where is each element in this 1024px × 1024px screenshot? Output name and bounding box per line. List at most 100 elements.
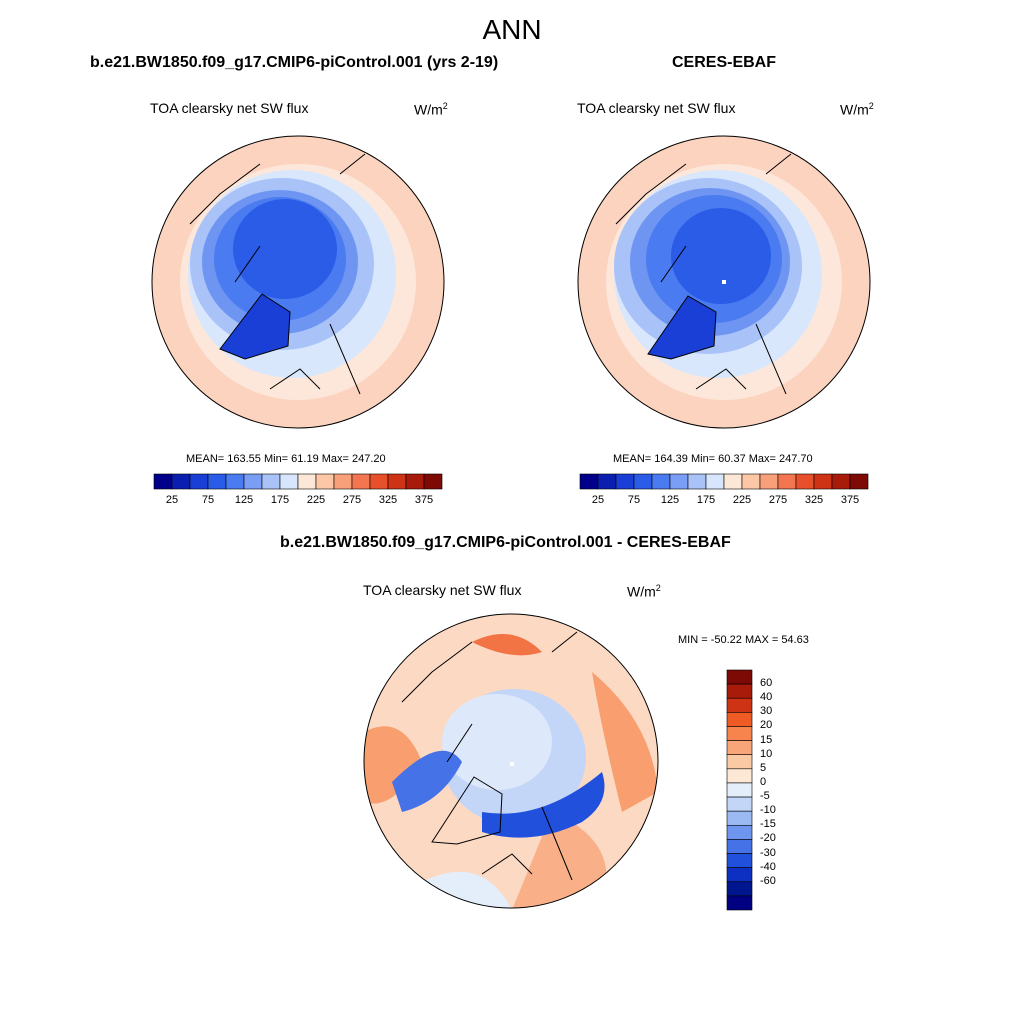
diff-colorbar-ticks: 60 40 30 20 15 10 5 0 -5 -10 -15 -20 -30 -40 -60	[760, 670, 800, 910]
diff-colorbar	[726, 669, 753, 911]
panel-2-stats: MEAN= 164.39 Min= 60.37 Max= 247.70	[613, 453, 813, 465]
panel-2-colorbar-tick-label: 275	[768, 494, 788, 506]
panel-1-colorbar-swatch	[351, 473, 371, 490]
diff-units: W/m2	[627, 583, 661, 600]
diff-colorbar-swatch	[726, 796, 753, 812]
diff-colorbar-tick-label: 20	[760, 719, 773, 732]
panel-1-title: b.e21.BW1850.f09_g17.CMIP6-piControl.001…	[90, 54, 499, 71]
diff-colorbar-swatch	[726, 754, 753, 770]
diff-colorbar-tick-label: 15	[760, 733, 773, 746]
panel-1-colorbar-swatch	[189, 473, 209, 490]
diff-colorbar-tick-label: 40	[760, 691, 773, 704]
panel-2-title: CERES-EBAF	[672, 54, 777, 71]
diff-colorbar-swatch	[726, 782, 753, 798]
diff-colorbar-swatch	[726, 839, 753, 854]
panel-1-variable-label: TOA clearsky net SW flux	[150, 100, 309, 116]
panel-1-units: W/m2	[414, 101, 448, 118]
diff-colorbar-tick-label: -5	[760, 790, 770, 803]
panel-1-colorbar-tick-label: 225	[306, 494, 326, 506]
diff-colorbar-tick-label: -15	[760, 818, 776, 831]
panel-1-colorbar-swatch	[405, 473, 425, 490]
diff-colorbar-tick-label: 0	[760, 775, 767, 788]
diff-colorbar-swatch	[726, 768, 753, 784]
diff-colorbar-tick-label: -20	[760, 832, 776, 845]
diff-colorbar-swatch	[726, 740, 753, 756]
diff-colorbar-swatch	[726, 697, 753, 713]
panel-1-colorbar-tick-label: 175	[270, 494, 290, 506]
panel-1-colorbar-tick-label: 75	[201, 494, 215, 506]
diff-colorbar-tick-label: 60	[760, 677, 773, 690]
diff-colorbar-tick-label: -60	[760, 874, 776, 887]
panel-1-colorbar-ticks: 25 75 125 175 225 275 325 375	[154, 494, 442, 508]
diff-colorbar-swatch	[726, 712, 753, 727]
panel-2-colorbar-tick-label: 225	[732, 494, 752, 506]
panel-2-colorbar-swatch	[651, 473, 671, 490]
panel-1-colorbar-swatch	[243, 473, 263, 490]
panel-1-colorbar-tick-label: 275	[342, 494, 362, 506]
diff-colorbar-tick-label: -30	[760, 846, 776, 859]
diff-colorbar-swatch	[726, 726, 753, 741]
diff-colorbar-tick-label: -10	[760, 804, 776, 817]
diff-colorbar-swatch	[726, 683, 753, 699]
panel-2-colorbar-swatch	[705, 473, 725, 490]
panel-2-colorbar-swatch	[777, 473, 797, 490]
panel-2-colorbar-tick-label: 375	[840, 494, 860, 506]
diff-variable-label: TOA clearsky net SW flux	[363, 582, 522, 598]
panel-2-colorbar-swatch	[831, 473, 851, 490]
diff-colorbar-swatch	[726, 881, 753, 897]
panel-2-units: W/m2	[840, 101, 874, 118]
diff-colorbar-tick-label: 10	[760, 747, 773, 760]
panel-1-polar-map	[151, 135, 445, 429]
panel-2-variable-label: TOA clearsky net SW flux	[577, 100, 736, 116]
panel-2-colorbar-swatch	[849, 473, 869, 490]
panel-2-colorbar-swatch	[633, 473, 653, 490]
panel-2-colorbar-tick-label: 175	[696, 494, 716, 506]
panel-1-colorbar-swatch	[387, 473, 407, 490]
panel-1-colorbar-swatch	[225, 473, 245, 490]
diff-colorbar-swatch	[726, 810, 753, 826]
diff-colorbar-tick-label: 5	[760, 761, 767, 774]
diff-panel-title: b.e21.BW1850.f09_g17.CMIP6-piControl.001…	[280, 534, 731, 551]
diff-colorbar-swatch	[726, 853, 753, 868]
panel-2-colorbar-swatch	[687, 473, 707, 490]
diff-colorbar-tick-label: 30	[760, 705, 773, 718]
panel-2-colorbar-swatch	[579, 473, 599, 490]
panel-2-colorbar-swatch	[669, 473, 689, 490]
diff-colorbar-swatch	[726, 669, 753, 685]
panel-1-colorbar-tick-label: 25	[165, 494, 179, 506]
panel-2-colorbar-swatch	[741, 473, 761, 490]
panel-2-colorbar-swatch	[813, 473, 833, 490]
diff-colorbar-swatch	[726, 895, 753, 911]
panel-2-colorbar-swatch	[795, 473, 815, 490]
panel-2-colorbar-tick-label: 125	[660, 494, 680, 506]
panel-1-colorbar-swatch	[423, 473, 443, 490]
panel-2-colorbar-swatch	[615, 473, 635, 490]
diff-colorbar-tick-label: -40	[760, 860, 776, 873]
panel-1-colorbar-swatch	[279, 473, 299, 490]
panel-1-colorbar-swatch	[153, 473, 173, 490]
panel-2-colorbar	[579, 473, 869, 490]
panel-2-colorbar-tick-label: 75	[627, 494, 641, 506]
panel-1-colorbar-swatch	[261, 473, 281, 490]
panel-1-colorbar-swatch	[207, 473, 227, 490]
panel-2-colorbar-ticks: 25 75 125 175 225 275 325 375	[580, 494, 868, 508]
panel-1-colorbar-tick-label: 125	[234, 494, 254, 506]
panel-2-polar-map	[577, 135, 871, 429]
panel-1-stats: MEAN= 163.55 Min= 61.19 Max= 247.20	[186, 453, 386, 465]
panel-1-colorbar-swatch	[369, 473, 389, 490]
diff-colorbar-swatch	[726, 824, 753, 840]
panel-1-colorbar-swatch	[315, 473, 335, 490]
panel-2-colorbar-tick-label: 25	[591, 494, 605, 506]
diff-colorbar-swatch	[726, 867, 753, 883]
panel-1-colorbar-tick-label: 375	[414, 494, 434, 506]
panel-1-colorbar-swatch	[333, 473, 353, 490]
diff-minmax: MIN = -50.22 MAX = 54.63	[678, 634, 809, 646]
diff-polar-map	[363, 613, 659, 909]
panel-2-colorbar-swatch	[759, 473, 779, 490]
panel-1-colorbar	[153, 473, 443, 490]
panel-2-colorbar-swatch	[597, 473, 617, 490]
panel-2-colorbar-swatch	[723, 473, 743, 490]
figure-title: ANN	[482, 14, 542, 45]
panel-1-colorbar-tick-label: 325	[378, 494, 398, 506]
panel-1-colorbar-swatch	[297, 473, 317, 490]
